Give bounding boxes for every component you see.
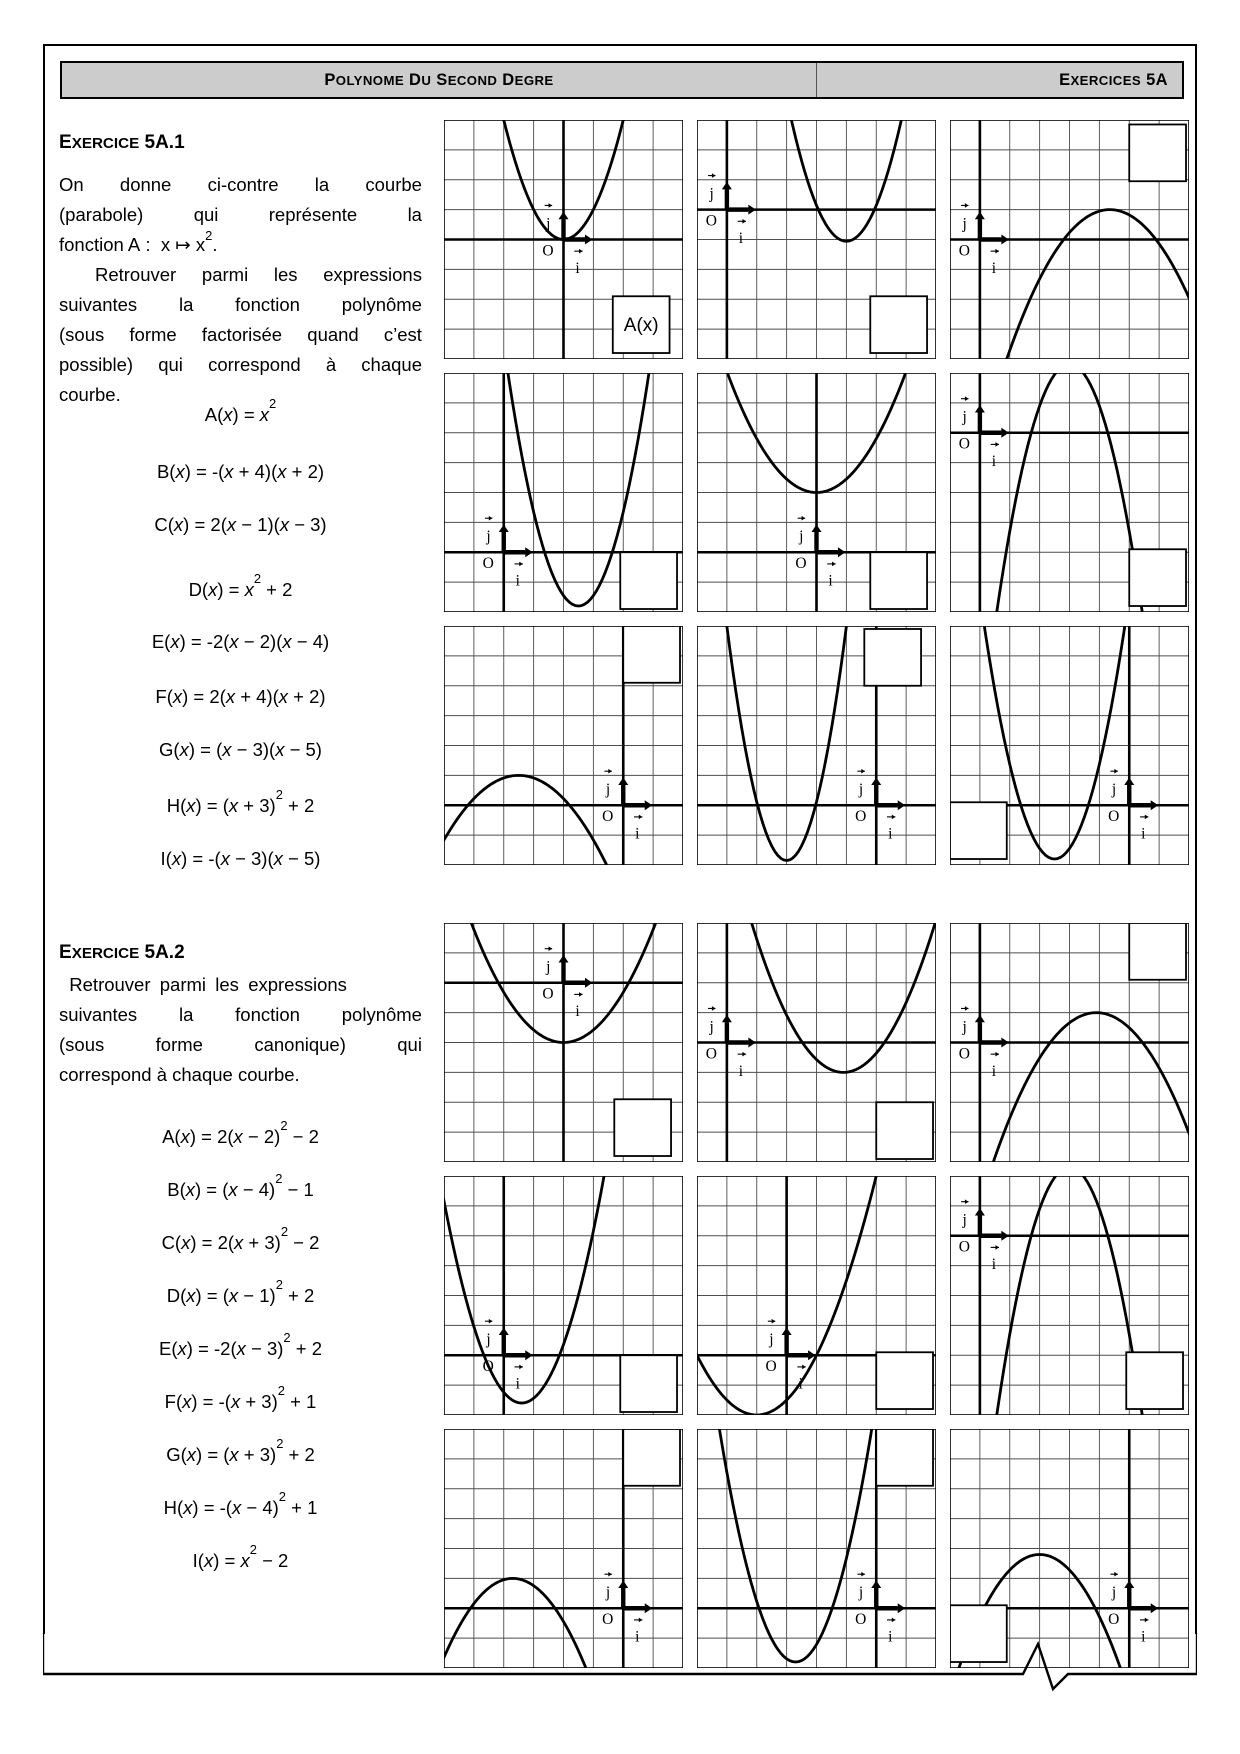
svg-text:O: O: [795, 555, 806, 572]
svg-text:j: j: [1110, 781, 1115, 798]
svg-text:i: i: [991, 1256, 996, 1273]
svg-text:i: i: [828, 572, 833, 589]
svg-text:i: i: [991, 1063, 996, 1080]
svg-text:j: j: [768, 1331, 773, 1348]
svg-text:i: i: [635, 825, 640, 842]
svg-text:i: i: [888, 825, 893, 842]
svg-text:O: O: [765, 1358, 776, 1375]
svg-text:j: j: [1110, 1584, 1115, 1601]
svg-text:O: O: [482, 1358, 493, 1375]
svg-text:j: j: [961, 1018, 966, 1035]
svg-text:j: j: [604, 1584, 609, 1601]
svg-text:j: j: [708, 1018, 713, 1035]
svg-text:O: O: [958, 1238, 969, 1255]
svg-text:j: j: [961, 1211, 966, 1228]
svg-text:O: O: [1108, 1611, 1119, 1628]
svg-text:i: i: [991, 260, 996, 277]
svg-text:i: i: [575, 260, 580, 277]
svg-text:O: O: [705, 212, 716, 229]
svg-text:j: j: [485, 1331, 490, 1348]
svg-text:O: O: [958, 242, 969, 259]
svg-text:j: j: [545, 958, 550, 975]
svg-text:i: i: [991, 453, 996, 470]
svg-text:j: j: [857, 781, 862, 798]
svg-text:O: O: [855, 1611, 866, 1628]
svg-text:j: j: [604, 781, 609, 798]
svg-text:j: j: [961, 215, 966, 232]
svg-text:j: j: [961, 408, 966, 425]
svg-text:O: O: [958, 1045, 969, 1062]
svg-text:j: j: [708, 185, 713, 202]
svg-text:O: O: [1108, 808, 1119, 825]
svg-text:i: i: [1141, 825, 1146, 842]
svg-text:O: O: [602, 1611, 613, 1628]
svg-text:O: O: [602, 808, 613, 825]
svg-text:O: O: [482, 555, 493, 572]
svg-text:O: O: [705, 1045, 716, 1062]
svg-text:i: i: [575, 1003, 580, 1020]
svg-text:i: i: [738, 1063, 743, 1080]
svg-text:j: j: [798, 528, 803, 545]
svg-text:O: O: [542, 242, 553, 259]
svg-text:O: O: [542, 985, 553, 1002]
svg-text:i: i: [798, 1375, 803, 1392]
svg-text:i: i: [515, 1375, 520, 1392]
svg-text:O: O: [855, 808, 866, 825]
svg-text:O: O: [958, 435, 969, 452]
svg-text:j: j: [857, 1584, 862, 1601]
svg-text:j: j: [485, 528, 490, 545]
svg-text:i: i: [738, 230, 743, 247]
svg-text:A(x): A(x): [623, 315, 658, 336]
svg-text:j: j: [545, 215, 550, 232]
svg-text:i: i: [515, 572, 520, 589]
